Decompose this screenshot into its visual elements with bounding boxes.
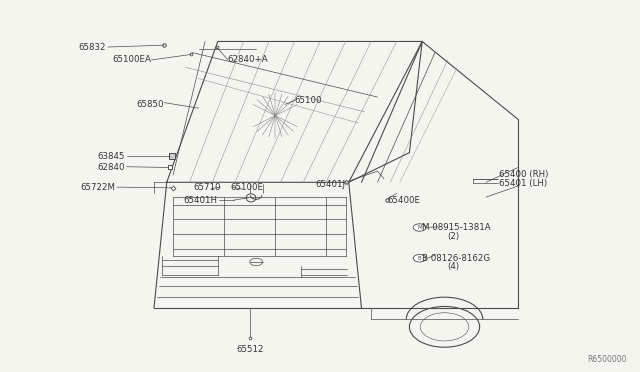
Text: 65850: 65850: [136, 100, 164, 109]
Text: 65400 (RH): 65400 (RH): [499, 170, 548, 179]
Text: 62840: 62840: [98, 163, 125, 172]
Text: 63845: 63845: [98, 152, 125, 161]
Text: 62840+A: 62840+A: [227, 55, 268, 64]
Text: 65512: 65512: [236, 344, 264, 353]
Circle shape: [413, 254, 426, 262]
Text: (2): (2): [448, 231, 460, 241]
Text: 65400E: 65400E: [387, 196, 420, 205]
Text: 65401 (LH): 65401 (LH): [499, 179, 547, 188]
Text: B 08126-8162G: B 08126-8162G: [422, 254, 490, 263]
Text: 65100: 65100: [294, 96, 322, 105]
Text: 65100EA: 65100EA: [112, 55, 151, 64]
Text: R6500000: R6500000: [587, 355, 627, 364]
Text: 65401J: 65401J: [316, 180, 346, 189]
Circle shape: [413, 224, 426, 231]
Text: M: M: [417, 225, 422, 230]
Text: 65710: 65710: [193, 183, 221, 192]
Text: 65832: 65832: [79, 42, 106, 51]
Text: M 08915-1381A: M 08915-1381A: [422, 223, 491, 232]
Text: (4): (4): [448, 262, 460, 271]
Text: 65401H: 65401H: [184, 196, 218, 205]
Text: B: B: [418, 256, 421, 261]
Text: 65100E: 65100E: [230, 183, 264, 192]
Text: 65722M: 65722M: [81, 183, 116, 192]
